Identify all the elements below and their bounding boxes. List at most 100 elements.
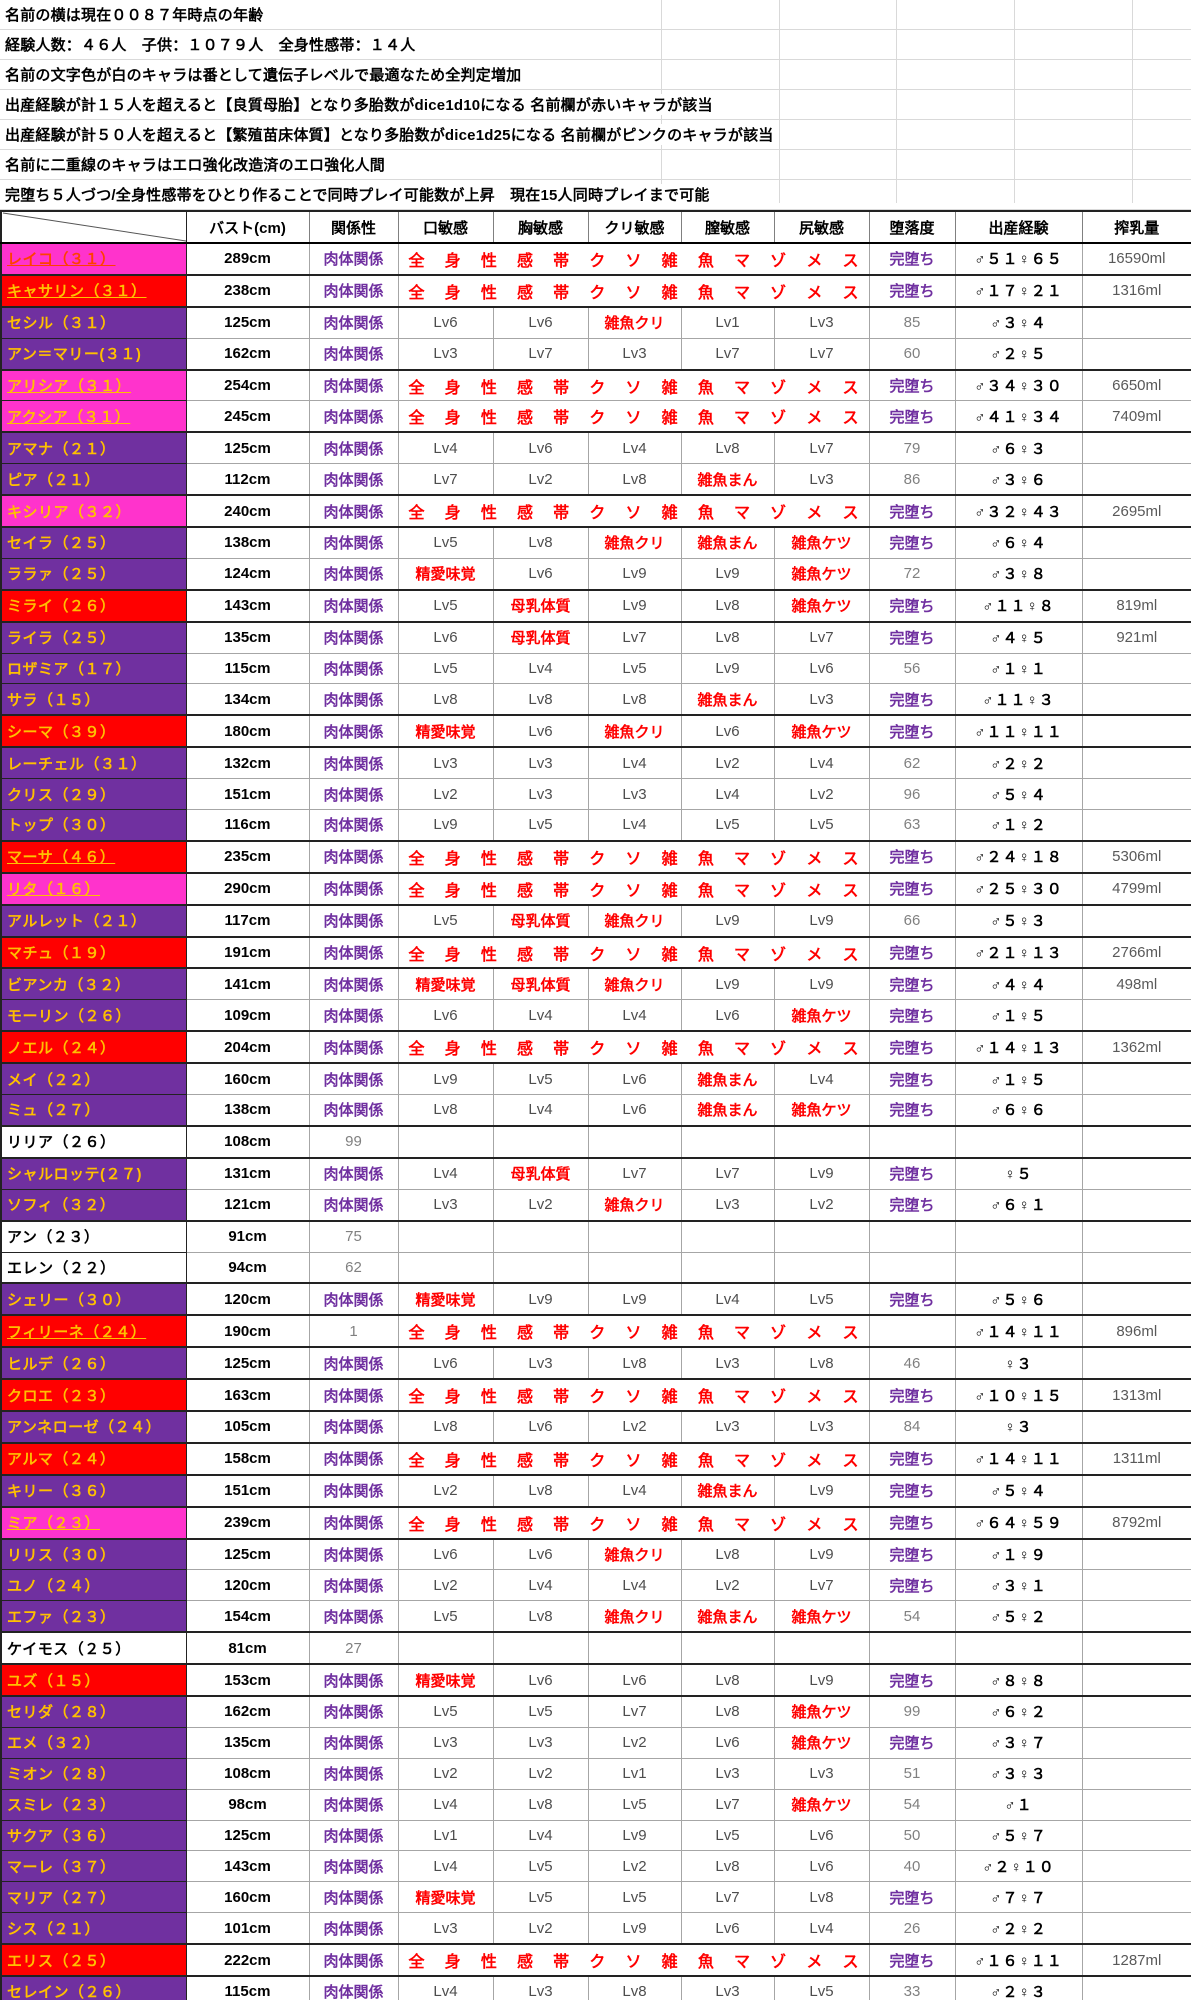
bust-cell[interactable]: 190cm — [185, 1314, 310, 1348]
full-body-zone-cell[interactable]: 全 身 性 感 帯 ク ソ 雑 魚 マ ゾ メ ス — [397, 1030, 870, 1064]
butt-cell[interactable]: Lv5 — [773, 1282, 870, 1316]
chest-cell[interactable]: Lv2 — [492, 1757, 589, 1790]
mouth-cell[interactable]: 精愛味覚 — [397, 714, 494, 748]
mouth-cell[interactable]: Lv3 — [397, 1188, 494, 1222]
clit-cell[interactable]: Lv6 — [587, 1062, 682, 1096]
birth-cell[interactable]: ♂８♀８ — [954, 1663, 1083, 1697]
bust-cell[interactable]: 132cm — [185, 746, 310, 780]
birth-cell[interactable]: ♂７♀７ — [954, 1881, 1083, 1914]
clit-cell[interactable]: Lv9 — [587, 1912, 682, 1945]
fall-cell[interactable]: 60 — [868, 337, 956, 371]
relation-cell[interactable]: 肉体関係 — [308, 494, 399, 528]
butt-cell[interactable]: Lv8 — [773, 1346, 870, 1380]
bust-cell[interactable]: 158cm — [185, 1441, 310, 1476]
birth-cell[interactable]: ♂２♀１０ — [954, 1850, 1083, 1883]
chest-cell[interactable]: Lv3 — [492, 1346, 589, 1380]
birth-cell[interactable]: ♂１４♀１３ — [954, 1030, 1083, 1064]
relation-cell[interactable]: 肉体関係 — [308, 463, 399, 496]
name-cell[interactable]: セイラ（２５） — [0, 526, 187, 559]
birth-cell[interactable]: ♂２４♀１８ — [954, 839, 1083, 874]
relation-cell[interactable]: 肉体関係 — [308, 1663, 399, 1697]
milk-cell[interactable]: 819ml — [1081, 588, 1191, 623]
relation-cell[interactable]: 肉体関係 — [308, 967, 399, 1001]
chest-cell[interactable]: Lv5 — [492, 1881, 589, 1914]
chest-cell[interactable]: Lv5 — [492, 809, 589, 842]
mouth-cell[interactable]: Lv3 — [397, 1726, 494, 1759]
name-cell[interactable]: アマナ（２１） — [0, 431, 187, 465]
milk-cell[interactable] — [1081, 1473, 1191, 1508]
milk-cell[interactable] — [1081, 557, 1191, 591]
bust-cell[interactable]: 143cm — [185, 1850, 310, 1883]
birth-cell[interactable]: ♂５♀２ — [954, 1600, 1083, 1633]
chest-cell[interactable]: 母乳体質 — [492, 620, 589, 654]
info-line[interactable]: 名前の文字色が白のキャラは番として遺伝子レベルで最適なため全判定増加 — [0, 60, 1191, 90]
vagina-cell[interactable]: Lv8 — [680, 588, 775, 623]
birth-cell[interactable]: ♂６♀１ — [954, 1188, 1083, 1222]
chest-cell[interactable]: Lv3 — [492, 778, 589, 811]
clit-cell[interactable]: Lv4 — [587, 746, 682, 780]
relation-cell[interactable]: 75 — [308, 1219, 399, 1253]
fall-cell[interactable]: 66 — [868, 903, 956, 938]
mouth-cell[interactable]: Lv5 — [397, 526, 494, 559]
clit-cell[interactable]: Lv5 — [587, 1881, 682, 1914]
relation-cell[interactable]: 肉体関係 — [308, 1850, 399, 1883]
relation-cell[interactable]: 肉体関係 — [308, 1378, 399, 1412]
mouth-cell[interactable] — [397, 1219, 494, 1253]
birth-cell[interactable]: ♂２５♀３０ — [954, 871, 1083, 906]
name-cell[interactable]: リタ（１６） — [0, 871, 187, 906]
milk-cell[interactable] — [1081, 746, 1191, 780]
bust-cell[interactable]: 112cm — [185, 463, 310, 496]
mouth-cell[interactable]: Lv2 — [397, 1569, 494, 1602]
bust-cell[interactable]: 238cm — [185, 273, 310, 308]
chest-cell[interactable]: Lv3 — [492, 1974, 589, 2000]
milk-cell[interactable] — [1081, 1569, 1191, 1602]
name-cell[interactable]: キリー（３６） — [0, 1473, 187, 1508]
butt-cell[interactable]: Lv6 — [773, 652, 870, 685]
birth-cell[interactable]: ♂２♀３ — [954, 1974, 1083, 2000]
chest-cell[interactable]: Lv5 — [492, 1062, 589, 1096]
milk-cell[interactable] — [1081, 1537, 1191, 1571]
relation-cell[interactable]: 肉体関係 — [308, 1188, 399, 1222]
fall-cell[interactable]: 84 — [868, 1409, 956, 1444]
butt-cell[interactable]: Lv2 — [773, 1188, 870, 1222]
name-cell[interactable]: サクア（３６） — [0, 1819, 187, 1852]
fall-cell[interactable]: 79 — [868, 431, 956, 465]
birth-cell[interactable]: ♂３♀６ — [954, 463, 1083, 496]
clit-cell[interactable]: Lv2 — [587, 1409, 682, 1444]
fall-cell[interactable]: 完堕ち — [868, 683, 956, 716]
relation-cell[interactable]: 肉体関係 — [308, 1974, 399, 2000]
full-body-zone-cell[interactable]: 全 身 性 感 帯 ク ソ 雑 魚 マ ゾ メ ス — [397, 1314, 870, 1348]
vagina-cell[interactable]: Lv4 — [680, 1282, 775, 1316]
vagina-cell[interactable]: Lv9 — [680, 652, 775, 685]
milk-cell[interactable] — [1081, 683, 1191, 716]
milk-cell[interactable]: 2695ml — [1081, 494, 1191, 528]
bust-cell[interactable]: 254cm — [185, 368, 310, 402]
info-line[interactable]: 名前の横は現在００８７年時点の年齢 — [0, 0, 1191, 30]
name-cell[interactable]: エファ（２３） — [0, 1600, 187, 1633]
chest-cell[interactable] — [492, 1124, 589, 1159]
relation-cell[interactable]: 肉体関係 — [308, 1409, 399, 1444]
butt-cell[interactable]: 雑魚ケツ — [773, 1094, 870, 1127]
milk-cell[interactable] — [1081, 1219, 1191, 1253]
fall-cell[interactable]: 85 — [868, 305, 956, 339]
chest-cell[interactable]: Lv8 — [492, 683, 589, 716]
mouth-cell[interactable]: Lv8 — [397, 1409, 494, 1444]
mouth-cell[interactable]: 精愛味覚 — [397, 1282, 494, 1316]
bust-cell[interactable]: 180cm — [185, 714, 310, 748]
butt-cell[interactable]: Lv9 — [773, 1156, 870, 1190]
butt-cell[interactable]: Lv5 — [773, 809, 870, 842]
mouth-cell[interactable] — [397, 1631, 494, 1665]
info-line[interactable]: 出産経験が計１５人を超えると【良質母胎】となり多胎数がdice1d10になる 名… — [0, 90, 1191, 120]
name-cell[interactable]: キシリア（３２） — [0, 494, 187, 528]
fall-cell[interactable]: 完堕ち — [868, 494, 956, 528]
relation-cell[interactable]: 肉体関係 — [308, 1881, 399, 1914]
full-body-zone-cell[interactable]: 全 身 性 感 帯 ク ソ 雑 魚 マ ゾ メ ス — [397, 1378, 870, 1412]
relation-cell[interactable]: 肉体関係 — [308, 935, 399, 969]
mouth-cell[interactable]: Lv4 — [397, 1850, 494, 1883]
bust-cell[interactable]: 120cm — [185, 1569, 310, 1602]
clit-cell[interactable]: Lv8 — [587, 683, 682, 716]
name-cell[interactable]: アン（２３） — [0, 1219, 187, 1253]
butt-cell[interactable]: 雑魚ケツ — [773, 588, 870, 623]
mouth-cell[interactable]: Lv8 — [397, 683, 494, 716]
fall-cell[interactable]: 完堕ち — [868, 935, 956, 969]
